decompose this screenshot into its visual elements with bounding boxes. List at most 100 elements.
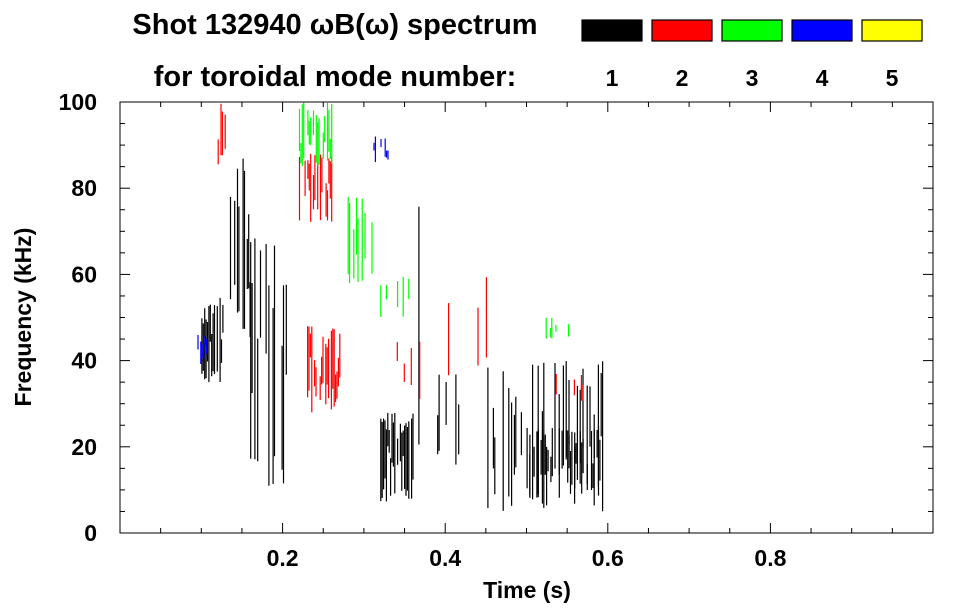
spectrum-streak: [298, 156, 301, 221]
spectrum-streak: [596, 430, 598, 458]
spectrum-streak: [387, 412, 389, 447]
spectrum-streak: [371, 222, 373, 274]
mode-1-feature-2: [250, 238, 276, 486]
spectrum-streak: [361, 198, 363, 281]
spectrum-streak: [209, 304, 211, 342]
spectrum-streak: [308, 326, 310, 391]
spectrum-streak: [555, 374, 557, 395]
spectrum-streak: [547, 449, 549, 472]
spectrum-streak: [529, 434, 531, 498]
spectrum-streak: [328, 338, 330, 399]
spectrum-streak: [349, 203, 351, 283]
spectrum-streak: [520, 412, 522, 456]
x-axis-label: Time (s): [483, 577, 571, 603]
spectrum-streak: [544, 434, 546, 475]
spectrum-streak: [387, 150, 389, 160]
spectrum-streak: [412, 413, 414, 480]
spectrum-streak: [546, 446, 548, 506]
spectrum-streak: [455, 374, 457, 465]
spectrum-streak: [508, 388, 510, 497]
spectrum-streak: [593, 414, 595, 506]
spectrum-streak: [325, 343, 327, 405]
spectrum-streak: [204, 335, 206, 346]
mode-1-feature-6: [437, 374, 460, 465]
x-tick-label: 0.6: [592, 545, 624, 571]
spectrum-streak: [576, 385, 578, 480]
x-tick-label: 0.4: [429, 545, 461, 571]
spectrum-streak: [285, 284, 287, 375]
spectrum-streak: [197, 334, 199, 350]
spectrum-streak: [331, 104, 333, 164]
spectrum-streak: [401, 432, 403, 491]
spectrum-streak: [582, 438, 584, 474]
mode-2-feature-11: [307, 326, 341, 413]
x-tick-label: 0.2: [267, 545, 299, 571]
spectrum-streak: [571, 431, 573, 485]
spectrum-streak: [317, 162, 319, 210]
chart-title-line2: for toroidal mode number:: [154, 61, 517, 93]
spectrum-streak: [321, 356, 323, 385]
spectrum-streak: [385, 429, 387, 502]
spectrum-streak: [386, 150, 388, 158]
spectrum-streak: [333, 329, 335, 407]
spectrum-streak: [310, 117, 312, 146]
spectrum-streak: [380, 139, 382, 148]
spectrum-streak: [246, 238, 248, 289]
spectrum-streak: [242, 158, 244, 329]
spectrum-streak: [477, 307, 479, 366]
mode-4-feature-20: [373, 136, 389, 163]
spectrum-streak: [533, 446, 535, 477]
spectrum-streak: [339, 333, 341, 378]
spectrum-streak: [537, 429, 539, 498]
spectrum-streak: [384, 420, 386, 479]
spectrum-streak: [549, 328, 551, 338]
spectrum-streak: [558, 428, 560, 498]
spectrum-streak: [418, 206, 420, 445]
spectrum-streak: [220, 339, 223, 363]
spectrum-streak: [304, 160, 306, 196]
spectrum-streak: [545, 317, 547, 339]
spectrum-streak: [301, 104, 303, 167]
spectrum-streak: [236, 168, 239, 313]
spectrum-streak: [380, 285, 382, 317]
spectrum-streak: [373, 142, 375, 151]
spectrum-streak: [314, 155, 316, 201]
mode-3-feature-16: [347, 197, 373, 283]
spectrum-streak: [213, 305, 216, 374]
spectrum-streak: [593, 429, 595, 459]
y-axis-label: Frequency (kHz): [10, 228, 36, 407]
spectrum-streak: [326, 190, 329, 221]
spectrum-streak: [543, 362, 545, 508]
spectrum-streak: [381, 421, 383, 498]
spectrum-streak: [328, 110, 330, 152]
spectrum-streak: [219, 297, 221, 382]
spectrum-streak: [308, 163, 310, 191]
mode-2-feature-14: [555, 374, 584, 401]
spectrum-streak: [396, 342, 398, 361]
spectrum-streak: [600, 372, 602, 437]
spectrum-streak: [589, 386, 591, 447]
spectrum-streak: [307, 326, 309, 398]
spectrum-streak: [397, 438, 399, 465]
spectrum-streak: [273, 245, 276, 457]
spectrum-streak: [568, 380, 570, 445]
spectrum-streak: [315, 115, 317, 163]
spectrum-streak: [311, 326, 313, 413]
spectrum-streak: [487, 367, 489, 508]
spectrum-streak: [326, 347, 328, 385]
spectrum-streak: [397, 281, 399, 308]
mode-2-feature-10: [298, 153, 333, 222]
spectrum-streak: [402, 276, 404, 317]
spectrum-streak: [332, 328, 334, 389]
mode-2-feature-9: [217, 103, 226, 165]
spectrum-streak: [403, 363, 405, 382]
spectrum-streak: [238, 206, 240, 312]
spectrum-streak: [458, 404, 460, 455]
spectrum-streak: [357, 218, 359, 283]
spectrum-streak: [324, 116, 326, 143]
spectrum-streak: [551, 428, 553, 477]
spectrum-streak: [314, 360, 316, 387]
spectrum-streak: [408, 278, 410, 300]
spectrum-streak: [307, 160, 309, 179]
spectrum-streak: [419, 341, 421, 399]
